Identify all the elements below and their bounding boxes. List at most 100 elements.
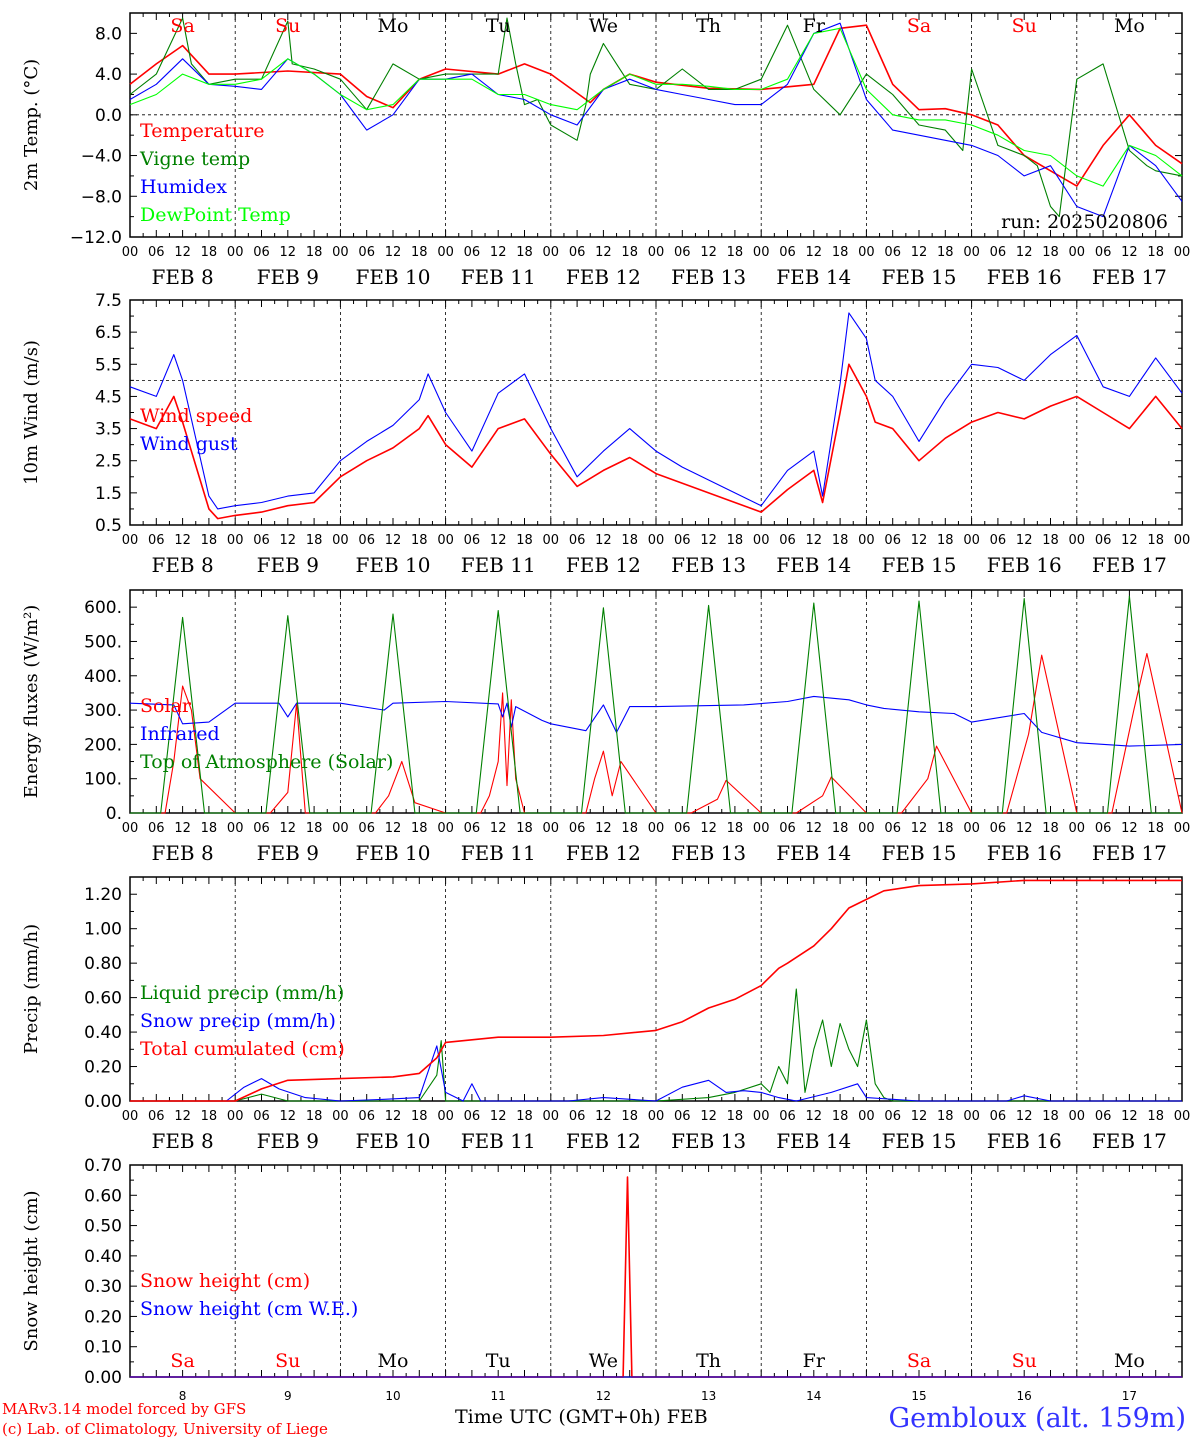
x-hour-label: 18	[411, 245, 428, 260]
weekday-label: We	[589, 1350, 618, 1372]
x-hour-label: 12	[490, 245, 507, 260]
x-hour-label: 00	[332, 245, 349, 260]
x-hour-label: 18	[201, 821, 218, 836]
legend-entry: Wind speed	[140, 405, 252, 427]
x-hour-label: 18	[1147, 533, 1164, 548]
x-hour-label: 18	[727, 821, 744, 836]
day-number-label: 12	[596, 1389, 611, 1403]
y-tick-label: 200.	[84, 735, 122, 755]
x-hour-label: 12	[490, 821, 507, 836]
x-hour-label: 06	[148, 1109, 165, 1124]
x-hour-label: 12	[490, 1109, 507, 1124]
weekday-label: Mo	[1114, 1350, 1145, 1372]
day-number-label: 15	[911, 1389, 926, 1403]
x-hour-label: 12	[385, 533, 402, 548]
x-hour-label: 06	[674, 821, 691, 836]
legend-entry: Humidex	[140, 176, 227, 198]
weekday-label: Sa	[907, 1350, 931, 1372]
weekday-label: Sa	[907, 15, 931, 37]
y-tick-label: 500.	[84, 632, 122, 652]
x-hour-label: 18	[516, 1109, 533, 1124]
legend-entry: Liquid precip (mm/h)	[140, 982, 344, 1004]
x-hour-label: 06	[464, 245, 481, 260]
x-hour-label: 00	[122, 533, 139, 548]
x-hour-label: 12	[1121, 821, 1138, 836]
y-tick-label: 0.60	[84, 1186, 122, 1206]
x-hour-label: 06	[569, 245, 586, 260]
x-hour-label: 06	[148, 821, 165, 836]
x-hour-label: 06	[884, 245, 901, 260]
date-label: FEB 11	[461, 265, 536, 289]
date-label: FEB 11	[461, 1129, 536, 1153]
x-hour-label: 18	[937, 1109, 954, 1124]
x-hour-label: 06	[779, 1109, 796, 1124]
y-tick-label: 300.	[84, 701, 122, 721]
weekday-label: Mo	[378, 1350, 409, 1372]
x-hour-label: 12	[385, 821, 402, 836]
weekday-label: Fr	[803, 1350, 826, 1372]
x-hour-label: 06	[1095, 533, 1112, 548]
day-number-label: 11	[491, 1389, 506, 1403]
credit-lab: (c) Lab. of Climatology, University of L…	[2, 1420, 328, 1438]
x-hour-label: 18	[1147, 821, 1164, 836]
x-hour-label: 06	[464, 1109, 481, 1124]
series-line-4	[129, 27, 1183, 187]
y-axis-title: Snow height (cm)	[21, 1190, 42, 1351]
y-axis-title: 2m Temp. (°C)	[21, 59, 42, 191]
x-hour-label: 12	[806, 533, 823, 548]
x-hour-label: 12	[1121, 245, 1138, 260]
x-hour-label: 06	[148, 245, 165, 260]
x-hour-label: 00	[858, 821, 875, 836]
x-hour-label: 12	[174, 821, 191, 836]
x-hour-label: 12	[385, 245, 402, 260]
x-hour-label: 06	[990, 533, 1007, 548]
x-hour-label: 00	[1174, 1109, 1191, 1124]
x-hour-label: 12	[385, 1109, 402, 1124]
x-axis-label: Time UTC (GMT+0h) FEB	[455, 1406, 708, 1428]
x-hour-label: 00	[227, 1109, 244, 1124]
x-hour-label: 06	[569, 1109, 586, 1124]
weekday-label: Tu	[486, 15, 511, 37]
weekday-label: Sa	[170, 15, 194, 37]
date-label: FEB 17	[1092, 1129, 1167, 1153]
y-tick-label: 0.80	[84, 954, 122, 974]
credit-model: MARv3.14 model forced by GFS	[2, 1400, 247, 1418]
x-hour-label: 12	[700, 1109, 717, 1124]
x-hour-label: 12	[1016, 1109, 1033, 1124]
legend-entry: Total cumulated (cm)	[140, 1038, 345, 1060]
x-hour-label: 06	[1095, 1109, 1112, 1124]
weekday-label: Fr	[803, 15, 826, 37]
x-hour-label: 18	[411, 1109, 428, 1124]
x-hour-label: 06	[884, 821, 901, 836]
date-label: FEB 16	[987, 265, 1062, 289]
y-tick-label: 6.5	[95, 323, 122, 343]
y-tick-label: 0.20	[84, 1058, 122, 1078]
date-label: FEB 8	[151, 1129, 213, 1153]
y-tick-label: 1.20	[84, 885, 122, 905]
y-tick-label: 5.5	[95, 355, 122, 375]
date-label: FEB 10	[356, 265, 431, 289]
day-number-label: 17	[1122, 1389, 1137, 1403]
date-label: FEB 17	[1092, 841, 1167, 865]
y-tick-label: 1.00	[84, 920, 122, 940]
y-tick-label: 0.00	[84, 1092, 122, 1112]
x-hour-label: 00	[963, 821, 980, 836]
x-hour-label: 12	[1016, 245, 1033, 260]
x-hour-label: 06	[148, 533, 165, 548]
x-hour-label: 12	[490, 533, 507, 548]
date-label: FEB 15	[882, 841, 957, 865]
x-hour-label: 06	[990, 1109, 1007, 1124]
legend-entry: Solar	[140, 695, 192, 717]
x-hour-label: 00	[858, 245, 875, 260]
x-hour-label: 00	[753, 533, 770, 548]
x-hour-label: 12	[911, 821, 928, 836]
x-hour-label: 00	[753, 245, 770, 260]
weekday-label: Tu	[486, 1350, 511, 1372]
x-hour-label: 00	[543, 821, 560, 836]
plot-frame	[129, 299, 1183, 526]
y-tick-label: 0.10	[84, 1338, 122, 1358]
panel-1: −12.0 −8.0 −4.0 0.0 4.0 8.0 2m Temp. (°C) Tempe…	[21, 12, 1190, 289]
x-hour-label: 06	[569, 533, 586, 548]
x-hour-label: 18	[727, 245, 744, 260]
